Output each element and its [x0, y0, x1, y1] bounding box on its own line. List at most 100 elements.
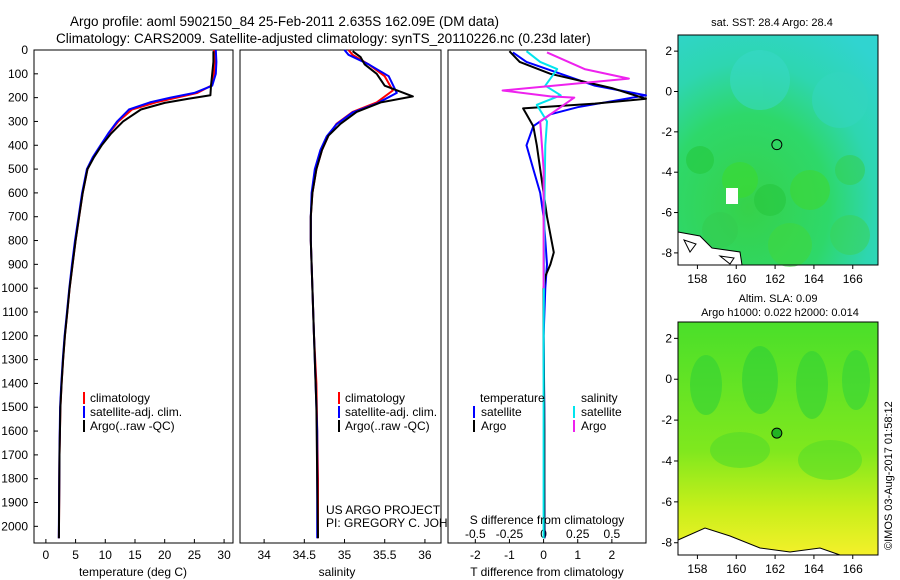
legend-sal-satellite: satellite: [581, 405, 622, 419]
temperature-legend: climatology satellite-adj. clim. Argo(..…: [83, 391, 182, 433]
depth-tick-label: 1800: [1, 472, 28, 486]
depth-tick-label: 400: [8, 138, 28, 152]
x-tick-label-t: -2: [470, 548, 481, 562]
temperature-panel: 0100200300400500600700800900100011001200…: [1, 43, 452, 579]
depth-tick-label: 1400: [1, 376, 28, 390]
lon-tick-label: 162: [765, 272, 785, 286]
x-tick-label: 25: [188, 548, 202, 562]
depth-tick-label: 2000: [1, 519, 28, 533]
lon-tick-label: 160: [726, 272, 746, 286]
lat-tick-label: 0: [665, 372, 672, 386]
x-tick-label: 5: [72, 548, 79, 562]
x-tick-label: 10: [99, 548, 113, 562]
lat-tick-label: -6: [661, 495, 672, 509]
lat-tick-label: -2: [661, 125, 672, 139]
x-tick-label-s: 0.25: [566, 527, 590, 541]
x-tick-label-s: 0.5: [604, 527, 621, 541]
series-line-argo-raw-qc-: [57, 51, 215, 539]
sla-map-axes: 158 160 162 164 166 2 0 -2 -4 -6 -8: [661, 331, 863, 576]
sla-title-line2: Argo h1000: 0.022 h2000: 0.014: [701, 307, 859, 319]
lat-tick-label: 0: [665, 84, 672, 98]
legend-satellite: satellite-adj. clim.: [345, 405, 437, 419]
x-tick-label: 35: [338, 548, 352, 562]
project-label: US ARGO PROJECT: [326, 503, 441, 517]
lat-tick-label: 2: [665, 44, 672, 58]
difference-legend: temperature salinity satellite Argo sate…: [473, 391, 622, 433]
legend-argo: Argo(..raw -QC): [345, 419, 430, 433]
sst-island-outline: [683, 239, 735, 265]
series-line-argo-raw-qc-: [309, 50, 414, 539]
series-line-salinity-argo: [501, 51, 630, 289]
depth-tick-label: 700: [8, 210, 28, 224]
legend-sal-argo: Argo: [581, 419, 607, 433]
sst-profile-marker: [771, 139, 783, 151]
figure-title-line2: Climatology: CARS2009. Satellite-adjuste…: [56, 31, 591, 46]
t-difference-label: T difference from climatology: [470, 565, 624, 579]
lat-tick-label: -8: [661, 536, 672, 550]
x-tick-label-t: 0: [540, 548, 547, 562]
depth-tick-label: 500: [8, 162, 28, 176]
depth-tick-label: 200: [8, 91, 28, 105]
pi-label: PI: GREGORY C. JOHNSON: [326, 516, 482, 530]
temperature-x-axis: 0 5 10 15 20 25 30: [43, 539, 231, 562]
depth-axis: 0 100 200 300 400 500 600 700 800 900 1000 1100 1200…: [1, 43, 452, 533]
salinity-axes-frame: [239, 49, 442, 544]
salinity-xlabel: salinity: [319, 565, 356, 579]
x-tick-label-s: -0.25: [496, 527, 524, 541]
depth-tick-label: 1200: [1, 329, 28, 343]
depth-tick-label: 0: [21, 43, 28, 57]
temperature-axes-frame: [33, 49, 234, 544]
sst-texture: [686, 50, 870, 267]
legend-argo: Argo(..raw -QC): [90, 419, 175, 433]
salinity-panel: 34 34.5 35 35.5 36 salinity climatology sate…: [239, 49, 482, 579]
lat-tick-label: -2: [661, 413, 672, 427]
sla-map-frame: [677, 321, 879, 556]
sla-title-line1: Altim. SLA: 0.09: [739, 293, 818, 305]
legend-temp-argo: Argo: [481, 419, 507, 433]
x-tick-label: 34: [257, 548, 271, 562]
x-tick-label-t: -1: [504, 548, 515, 562]
depth-tick-label: 900: [8, 257, 28, 271]
depth-tick-label: 1300: [1, 353, 28, 367]
sla-profile-marker: [771, 427, 783, 439]
lon-tick-label: 160: [726, 562, 746, 576]
temperature-xlabel: temperature (deg C): [79, 565, 187, 579]
lon-tick-label: 166: [843, 562, 863, 576]
legend-satellite: satellite-adj. clim.: [90, 405, 182, 419]
lat-tick-label: -6: [661, 206, 672, 220]
lon-tick-label: 162: [765, 562, 785, 576]
depth-tick-label: 1700: [1, 448, 28, 462]
depth-tick-label: 1100: [2, 305, 28, 319]
depth-tick-label: 1600: [1, 424, 28, 438]
depth-tick-label: 800: [8, 234, 28, 248]
lat-tick-label: 2: [665, 331, 672, 345]
x-tick-label: 34.5: [293, 548, 317, 562]
salinity-legend: climatology satellite-adj. clim. Argo(..…: [338, 391, 437, 433]
salinity-x-axis: 34 34.5 35 35.5 36: [257, 539, 432, 562]
imos-credit: ©IMOS 03-Aug-2017 01:58:12: [883, 401, 895, 550]
sla-map: Altim. SLA: 0.09 Argo h1000: 0.022 h2000…: [661, 293, 879, 576]
depth-tick-label: 1900: [1, 496, 28, 510]
x-tick-label: 15: [128, 548, 142, 562]
x-tick-label: 0: [43, 548, 50, 562]
legend-climatology: climatology: [90, 391, 150, 405]
legend-temp-satellite: satellite: [481, 405, 522, 419]
lon-tick-label: 158: [687, 562, 707, 576]
depth-tick-label: 100: [8, 67, 28, 81]
lat-tick-label: -8: [661, 246, 672, 260]
difference-profiles: [501, 50, 647, 539]
difference-panel: -2 -1 0 1 2-0.5 -0.25 0 0.25 0.5 S difference fr…: [447, 49, 647, 579]
x-tick-label-s: -0.5: [465, 527, 486, 541]
s-difference-label: S difference from climatology: [470, 513, 625, 527]
lon-tick-label: 164: [804, 272, 824, 286]
legend-heading-temperature: temperature: [480, 391, 545, 405]
salinity-profiles: [309, 49, 414, 539]
sla-texture: [690, 346, 870, 480]
sst-map: sat. SST: 28.4 Argo: 28.4 158 160 162 164 16…: [661, 17, 879, 286]
depth-tick-label: 600: [8, 186, 28, 200]
sst-map-title: sat. SST: 28.4 Argo: 28.4: [711, 17, 833, 29]
depth-tick-label: 1500: [1, 400, 28, 414]
x-tick-label: 36: [418, 548, 432, 562]
sst-map-frame: [677, 34, 879, 266]
